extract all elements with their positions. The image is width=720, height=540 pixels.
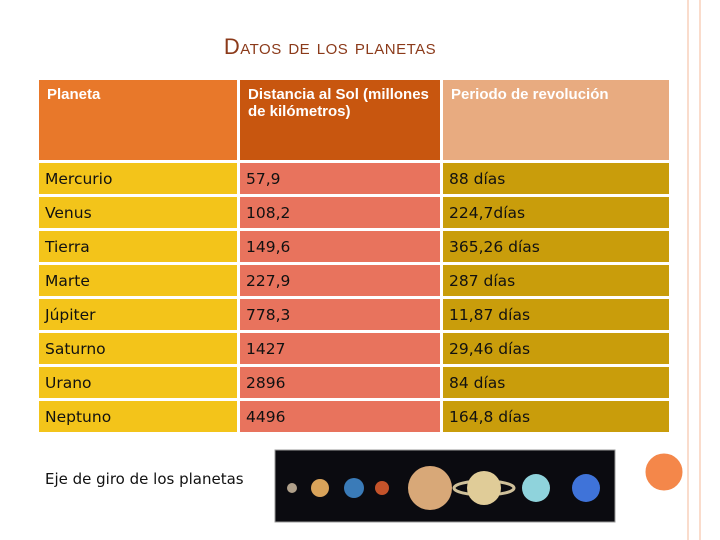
- table-cell: 108,2: [240, 197, 440, 228]
- table-row: Neptuno 4496 164,8 días: [39, 401, 669, 432]
- table-cell: 29,46 días: [443, 333, 669, 364]
- table-cell: 365,26 días: [443, 231, 669, 262]
- table-cell: Neptuno: [39, 401, 237, 432]
- table-cell: Tierra: [39, 231, 237, 262]
- table-cell: 84 días: [443, 367, 669, 398]
- column-header: Periodo de revolución: [443, 80, 669, 160]
- caption: Eje de giro de los planetas: [45, 470, 244, 488]
- header-row: Planeta Distancia al Sol (millones de kil…: [39, 80, 669, 160]
- column-header: Distancia al Sol (millones de kilómetros…: [240, 80, 440, 160]
- table-row: Júpiter 778,3 11,87 días: [39, 299, 669, 330]
- table-row: Urano 2896 84 días: [39, 367, 669, 398]
- table-row: Venus 108,2 224,7días: [39, 197, 669, 228]
- table-cell: 149,6: [240, 231, 440, 262]
- table-cell: 57,9: [240, 163, 440, 194]
- table-row: Mercurio 57,9 88 días: [39, 163, 669, 194]
- table-cell: 11,87 días: [443, 299, 669, 330]
- table-cell: Júpiter: [39, 299, 237, 330]
- table-cell: Saturno: [39, 333, 237, 364]
- table-cell: 164,8 días: [443, 401, 669, 432]
- title: Datos de los planetas: [223, 34, 437, 59]
- table-row: Saturno 1427 29,46 días: [39, 333, 669, 364]
- table-cell: 4496: [240, 401, 440, 432]
- table-cell: 1427: [240, 333, 440, 364]
- table-cell: Urano: [39, 367, 237, 398]
- table-cell: Marte: [39, 265, 237, 296]
- table-cell: 88 días: [443, 163, 669, 194]
- planet-table: Planeta Distancia al Sol (millones de kil…: [36, 77, 672, 435]
- table-row: Tierra 149,6 365,26 días: [39, 231, 669, 262]
- table-cell: 224,7días: [443, 197, 669, 228]
- table-cell: 287 días: [443, 265, 669, 296]
- planets-image: [274, 449, 616, 523]
- column-header: Planeta: [39, 80, 237, 160]
- table-cell: 2896: [240, 367, 440, 398]
- decor-circle: [642, 450, 686, 494]
- table-cell: Venus: [39, 197, 237, 228]
- table-cell: 227,9: [240, 265, 440, 296]
- table-cell: Mercurio: [39, 163, 237, 194]
- table-row: Marte 227,9 287 días: [39, 265, 669, 296]
- table-cell: 778,3: [240, 299, 440, 330]
